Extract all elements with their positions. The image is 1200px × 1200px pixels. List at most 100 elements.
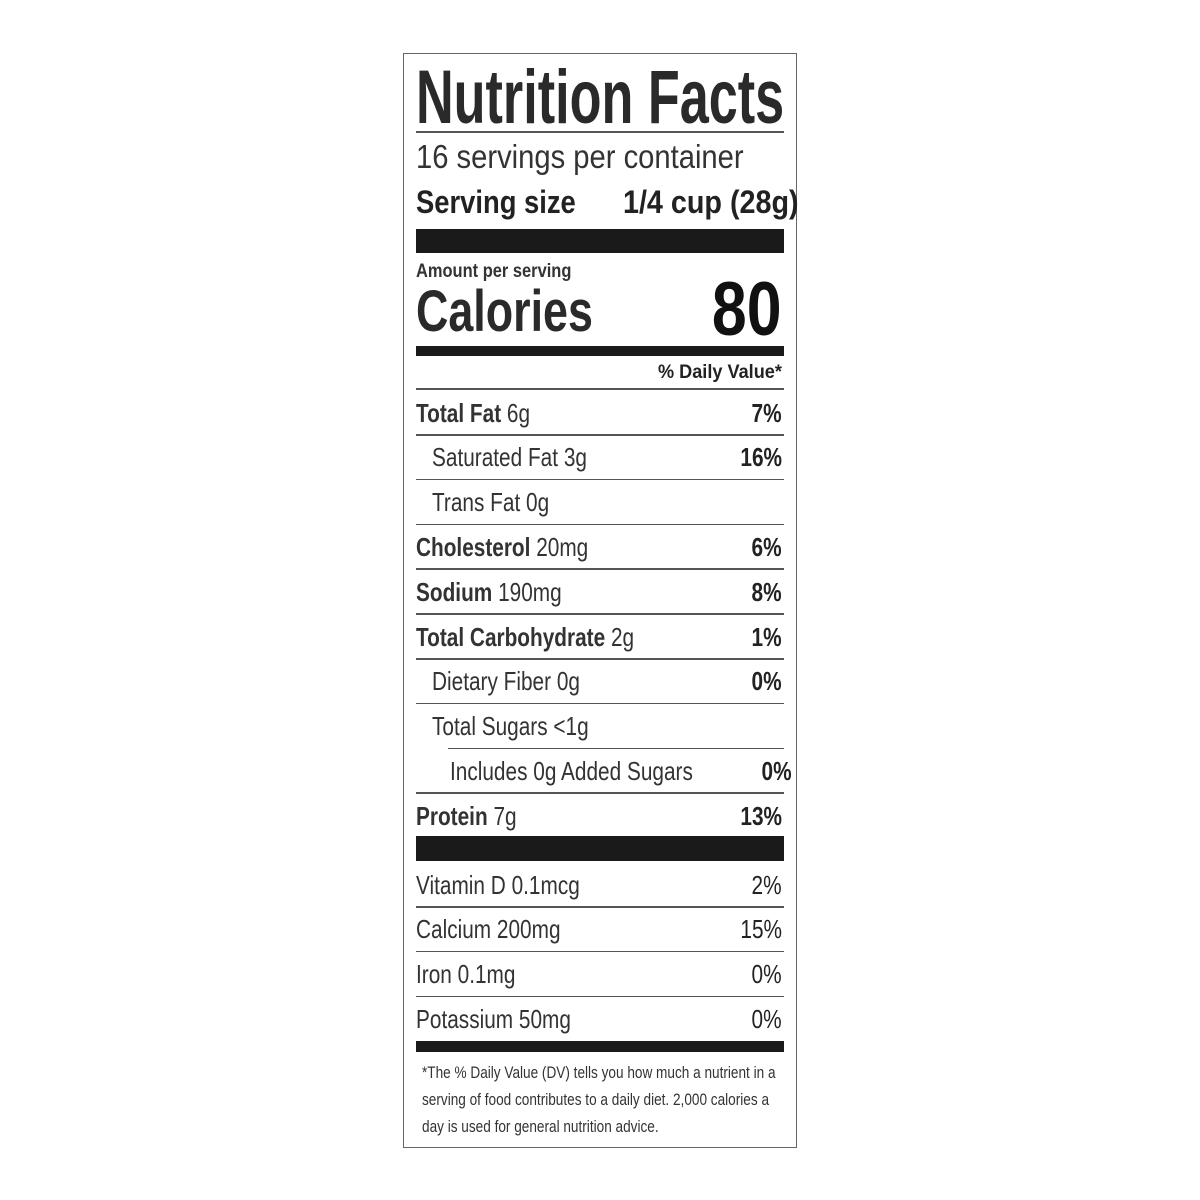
nutrient-amount: 0g	[556, 666, 580, 697]
vitamin-daily-value: 2%	[751, 869, 782, 900]
nutrient-daily-value: 1%	[751, 621, 782, 652]
calories-label-text: Calories	[416, 279, 593, 344]
nutrient-name: Trans Fat	[432, 487, 521, 518]
nutrient-amount: 6g	[506, 397, 531, 428]
nutrient-amount: 0g	[526, 487, 550, 518]
nutrient-row: Total Carbohydrate 2g 1%	[416, 615, 782, 659]
nutrient-name: Saturated Fat	[432, 442, 559, 473]
serving-size-label: Serving size	[416, 184, 576, 220]
vitamin-name: Vitamin D	[416, 869, 506, 900]
vitamin-amount: 200mg	[496, 914, 561, 945]
nutrient-name: Cholesterol	[416, 531, 531, 562]
calories-value-text: 80	[712, 267, 782, 352]
nutrient-row: Total Sugars <1g	[416, 705, 782, 749]
nutrient-daily-value: 6%	[751, 531, 782, 562]
amount-per-serving: Amount per serving	[416, 261, 595, 283]
nutrient-name: Sodium	[416, 576, 493, 607]
serving-size-value: 1/4 cup (28g)	[622, 184, 799, 220]
divider	[416, 658, 784, 660]
footnote: *The % Daily Value (DV) tells you how mu…	[422, 1059, 784, 1140]
nutrient-name: Protein	[416, 800, 488, 831]
nutrient-label: Total Fat 6g	[416, 398, 530, 429]
vitamin-daily-value: 15%	[740, 914, 782, 945]
divider	[448, 747, 784, 750]
nutrient-row: Includes 0g Added Sugars 0%	[416, 749, 791, 793]
nutrient-name: Total Fat	[416, 397, 502, 428]
servings-per-container: 16 servings per container	[416, 138, 787, 176]
nutrient-daily-value: 0%	[761, 755, 792, 786]
calories-value: 80	[697, 272, 782, 348]
nutrient-name: Total Carbohydrate	[416, 621, 606, 652]
vitamin-label: Iron 0.1mg	[416, 959, 515, 990]
vitamin-name: Potassium	[416, 1003, 514, 1034]
vitamin-row: Potassium 50mg 0%	[416, 997, 782, 1041]
nutrient-daily-value: 13%	[740, 800, 782, 831]
nutrient-label: Includes 0g Added Sugars	[450, 756, 693, 787]
vitamin-name: Iron	[416, 959, 452, 990]
divider	[416, 568, 784, 570]
label-title: Nutrition Facts	[416, 60, 952, 136]
nutrient-daily-value: 8%	[751, 576, 782, 607]
servings-text: 16 servings per container	[416, 138, 744, 175]
divider	[416, 478, 784, 481]
title-text: Nutrition Facts	[416, 55, 785, 140]
divider	[416, 388, 784, 390]
divider	[416, 131, 784, 133]
thick-divider	[416, 229, 784, 253]
vitamin-row: Iron 0.1mg 0%	[416, 953, 782, 997]
nutrient-name: Includes 0g Added Sugars	[450, 755, 693, 786]
vitamin-amount: 0.1mg	[457, 959, 516, 990]
serving-size-row: Serving size 1/4 cup (28g)	[416, 182, 798, 222]
nutrient-row: Total Fat 6g 7%	[416, 391, 782, 435]
divider	[416, 995, 784, 998]
vitamin-daily-value: 0%	[751, 959, 782, 990]
nutrient-label: Trans Fat 0g	[432, 487, 549, 518]
divider	[416, 950, 784, 953]
calories-label: Calories	[416, 280, 645, 344]
nutrient-label: Saturated Fat 3g	[432, 442, 587, 473]
nutrient-row: Protein 7g 13%	[416, 794, 782, 838]
nutrient-label: Cholesterol 20mg	[416, 532, 588, 563]
nutrient-amount: 190mg	[498, 576, 562, 607]
vitamin-label: Potassium 50mg	[416, 1004, 571, 1035]
footnote-text: *The % Daily Value (DV) tells you how mu…	[422, 1063, 776, 1136]
nutrient-amount: 2g	[610, 621, 635, 652]
nutrient-row: Trans Fat 0g	[416, 481, 782, 525]
vitamin-amount: 50mg	[518, 1003, 571, 1034]
nutrient-label: Dietary Fiber 0g	[432, 666, 580, 697]
divider	[416, 434, 784, 436]
nutrient-row: Dietary Fiber 0g 0%	[416, 660, 782, 704]
amount-per-serving-text: Amount per serving	[416, 261, 572, 282]
nutrient-row: Saturated Fat 3g 16%	[416, 436, 782, 480]
nutrient-label: Protein 7g	[416, 801, 517, 832]
nutrient-name: Total Sugars	[432, 711, 548, 742]
nutrient-label: Total Carbohydrate 2g	[416, 622, 634, 653]
nutrition-facts-label: Nutrition Facts 16 servings per containe…	[403, 53, 798, 1148]
nutrient-daily-value: 7%	[751, 397, 782, 428]
nutrient-daily-value: 0%	[751, 666, 782, 697]
nutrient-name: Dietary Fiber	[432, 666, 552, 697]
vitamin-row: Calcium 200mg 15%	[416, 908, 782, 952]
divider	[416, 523, 784, 526]
divider	[416, 613, 784, 615]
daily-value-header: % Daily Value*	[652, 361, 782, 385]
nutrient-amount: 20mg	[536, 531, 589, 562]
vitamin-row: Vitamin D 0.1mcg 2%	[416, 863, 782, 907]
nutrient-label: Total Sugars <1g	[432, 711, 589, 742]
nutrient-amount: 3g	[563, 442, 587, 473]
vitamin-label: Vitamin D 0.1mcg	[416, 870, 580, 901]
vitamin-daily-value: 0%	[751, 1003, 782, 1034]
nutrient-amount: <1g	[553, 711, 589, 742]
divider	[416, 702, 784, 705]
vitamin-label: Calcium 200mg	[416, 914, 561, 945]
vitamin-name: Calcium	[416, 914, 492, 945]
thick-divider	[416, 836, 784, 861]
divider	[416, 906, 784, 908]
daily-value-header-text: % Daily Value*	[658, 362, 782, 383]
divider	[416, 792, 784, 794]
nutrient-amount: 7g	[493, 800, 517, 831]
vitamin-amount: 0.1mcg	[511, 869, 580, 900]
nutrient-label: Sodium 190mg	[416, 577, 562, 608]
medium-divider	[416, 1041, 784, 1052]
medium-divider	[416, 346, 784, 356]
